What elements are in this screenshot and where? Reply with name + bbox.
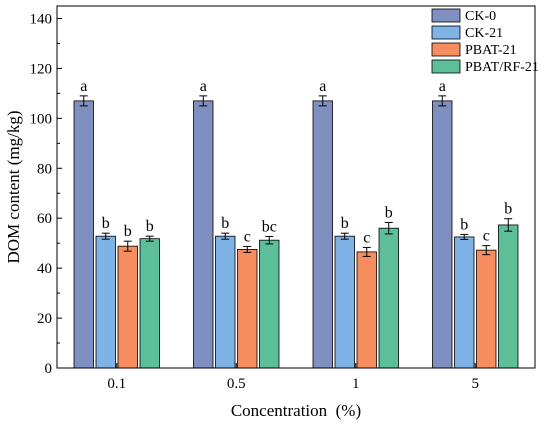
- significance-letter: c: [363, 229, 370, 246]
- y-tick-label: 80: [37, 161, 52, 177]
- x-axis-label: Concentration (%): [231, 401, 361, 420]
- legend-swatch: [431, 42, 461, 57]
- significance-letter: b: [460, 216, 468, 233]
- significance-letter: a: [200, 78, 207, 95]
- y-tick-label: 100: [30, 111, 53, 127]
- bar: [334, 235, 355, 369]
- bar: [432, 100, 453, 369]
- y-tick-label: 0: [45, 361, 53, 377]
- bar: [73, 100, 94, 369]
- bar: [117, 245, 138, 369]
- y-axis-label: DOM content (mg/kg): [4, 111, 23, 264]
- significance-letter: b: [102, 215, 110, 232]
- legend: CK-0 CK-21 PBAT-21 PBAT/RF-21: [431, 8, 539, 75]
- legend-swatch: [431, 8, 461, 23]
- legend-label: PBAT-21: [465, 43, 517, 58]
- bar: [312, 100, 333, 369]
- significance-letter: b: [385, 204, 393, 221]
- legend-swatch: [431, 59, 461, 74]
- x-tick-label: 0.1: [107, 376, 126, 392]
- significance-letter: a: [439, 78, 446, 95]
- y-tick-label: 20: [37, 311, 52, 327]
- x-axis-ticks: 0.1 0.5 1 5: [107, 363, 479, 392]
- legend-label: CK-21: [465, 26, 503, 41]
- bars-layer: [73, 100, 519, 369]
- axes-layer: [56, 5, 536, 369]
- y-tick-label: 120: [30, 61, 53, 77]
- x-tick-label: 0.5: [227, 376, 246, 392]
- bar: [378, 227, 399, 369]
- bar: [193, 100, 214, 369]
- significance-letter: b: [221, 215, 229, 232]
- significance-letter: b: [146, 218, 154, 235]
- y-tick-label: 60: [37, 211, 52, 227]
- significance-letter: a: [319, 78, 326, 95]
- bar: [95, 235, 116, 369]
- bar: [356, 251, 377, 369]
- significance-letter: c: [244, 228, 251, 245]
- y-tick-label: 40: [37, 261, 52, 277]
- plot-frame: [56, 5, 536, 369]
- bar: [259, 239, 280, 369]
- legend-label: PBAT/RF-21: [465, 60, 539, 75]
- significance-letter: bc: [262, 218, 277, 235]
- bar: [237, 249, 258, 369]
- significance-letter: b: [341, 215, 349, 232]
- bar: [498, 224, 519, 369]
- bar: [476, 249, 497, 369]
- legend-swatch: [431, 25, 461, 40]
- significance-letter: c: [483, 228, 490, 245]
- legend-label: CK-0: [465, 9, 496, 24]
- significance-letter: a: [80, 78, 87, 95]
- y-axis-ticks: 0 20 40 60 80 100 120 140: [30, 11, 62, 377]
- bar: [454, 236, 475, 369]
- y-tick-label: 140: [30, 11, 53, 27]
- significance-letter: b: [124, 223, 132, 240]
- bar: [215, 235, 236, 369]
- x-tick-label: 1: [352, 376, 360, 392]
- significance-letter: b: [504, 201, 512, 218]
- x-tick-label: 5: [472, 376, 480, 392]
- bar: [139, 238, 160, 369]
